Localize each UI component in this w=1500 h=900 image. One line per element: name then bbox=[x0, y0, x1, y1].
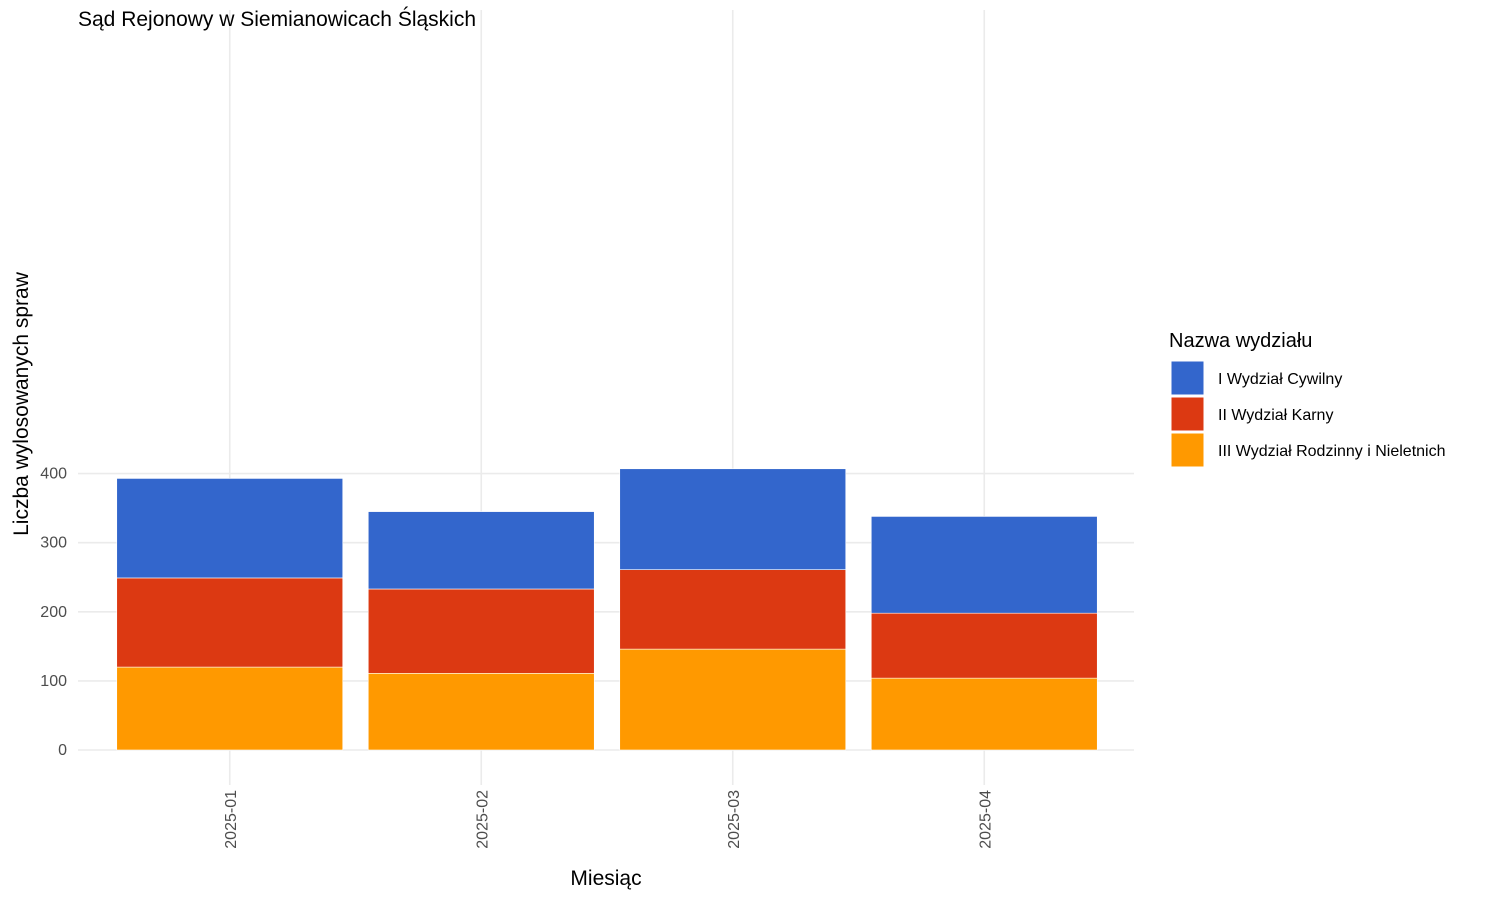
y-tick-label: 300 bbox=[40, 535, 67, 552]
legend-swatch bbox=[1170, 360, 1205, 396]
legend-items: I Wydział Cywilny II Wydział Karny III Wyd… bbox=[1170, 360, 1446, 468]
bar-segment bbox=[619, 468, 847, 570]
bar-segment bbox=[619, 569, 847, 650]
bar-segment bbox=[870, 612, 1098, 679]
axis-layer: 0 100 200 300 400 2025-01 2025-02 2025-03 2025-0… bbox=[40, 466, 994, 849]
legend-title: Nazwa wydziału bbox=[1169, 330, 1312, 352]
bar-segment bbox=[116, 666, 344, 751]
bar-segment bbox=[116, 478, 344, 579]
bars-layer bbox=[116, 468, 1098, 751]
y-tick-label: 200 bbox=[40, 604, 67, 621]
bar-segment bbox=[367, 672, 595, 751]
legend-label: I Wydział Cywilny bbox=[1218, 371, 1342, 388]
legend-swatch bbox=[1170, 396, 1205, 432]
bar-segment bbox=[619, 648, 847, 751]
y-tick-label: 400 bbox=[40, 466, 67, 483]
legend: Nazwa wydziału I Wydział Cywilny II Wydzi… bbox=[1169, 330, 1446, 468]
legend-label: III Wydział Rodzinny i Nieletnich bbox=[1218, 443, 1446, 460]
legend-label: II Wydział Karny bbox=[1218, 407, 1333, 424]
bar-segment bbox=[367, 511, 595, 590]
x-axis-title: Miesiąc bbox=[570, 867, 641, 890]
legend-swatch bbox=[1170, 432, 1205, 468]
bar-segment bbox=[116, 577, 344, 668]
x-tick-label: 2025-03 bbox=[726, 790, 743, 849]
y-tick-label: 100 bbox=[40, 673, 67, 690]
bar-segment bbox=[870, 516, 1098, 614]
x-tick-label: 2025-02 bbox=[474, 790, 491, 849]
x-tick-label: 2025-04 bbox=[977, 790, 994, 849]
chart-title: Sąd Rejonowy w Siemianowicach Śląskich bbox=[78, 7, 476, 31]
bar-segment bbox=[367, 588, 595, 674]
bar-segment bbox=[870, 677, 1098, 751]
y-tick-label: 0 bbox=[58, 742, 67, 759]
y-axis-title: Liczba wylosowanych spraw bbox=[10, 271, 33, 536]
x-tick-label: 2025-01 bbox=[223, 790, 240, 849]
